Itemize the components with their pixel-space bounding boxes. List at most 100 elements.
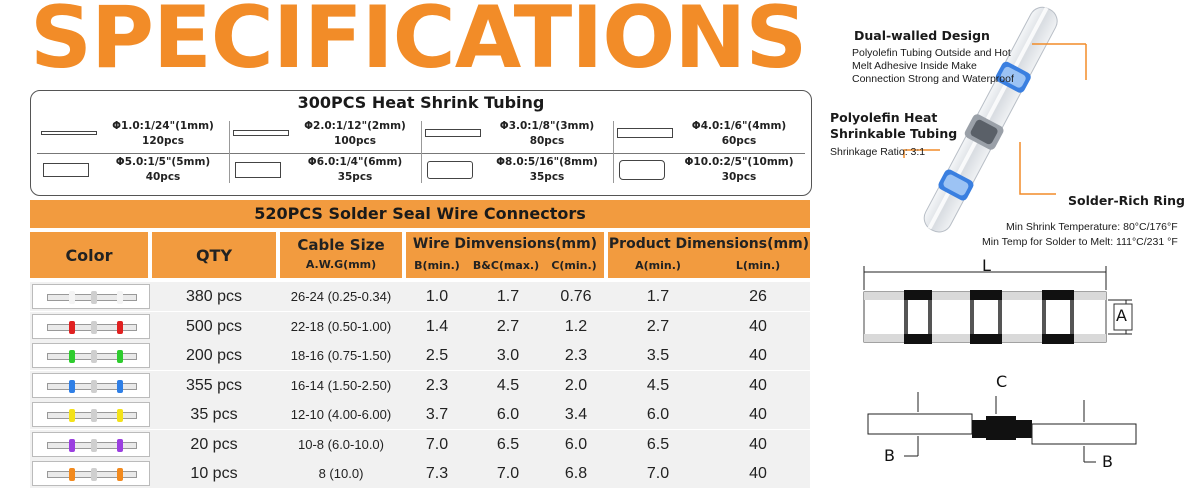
header-qty-label: QTY: [195, 246, 233, 265]
tube-sample: [43, 163, 89, 177]
cell-b: 1.4: [425, 317, 449, 335]
cell-bc: 6.5: [496, 435, 520, 453]
color-band-icon: [69, 291, 75, 304]
tubing-count: 30pcs: [721, 171, 757, 183]
tubing-item: Φ4.0:1/6"(4mm) 60pcs: [613, 117, 805, 153]
cell-c: 2.3: [564, 347, 588, 364]
tubing-count: 80pcs: [529, 135, 565, 147]
table-row: 500 pcs 22-18 (0.50-1.00) 1.4 2.7 1.2 2.7 40: [30, 311, 810, 341]
color-band-icon: [117, 409, 123, 422]
row-background: [30, 400, 810, 429]
color-band-icon: [117, 438, 123, 452]
dual-wall-desc-line: Melt Adhesive Inside Make: [852, 60, 977, 72]
tubing-size: Φ2.0:1/12"(2mm): [304, 120, 406, 132]
solder-temp: Min Temp for Solder to Melt: 111°C/231 °…: [982, 236, 1178, 248]
cell-l: 26: [749, 288, 767, 305]
polyolefin-title: Shrinkable Tubing: [830, 126, 958, 141]
cell-qty: 200 pcs: [185, 347, 243, 364]
cell-a: 1.7: [646, 288, 670, 305]
dual-wall-desc-line: Connection Strong and Waterproof: [852, 73, 1014, 85]
solder-band-icon: [91, 379, 97, 393]
row-background: [30, 370, 810, 400]
polyolefin-title: Polyolefin Heat: [830, 110, 938, 125]
connector-swatch-green: [32, 343, 150, 368]
connector-swatch-purple: [32, 431, 150, 457]
tubing-item: Φ10.0:2/5"(10mm) 30pcs: [613, 153, 805, 189]
header-wire-c: C(min.): [551, 259, 597, 272]
cell-a: 3.5: [646, 347, 670, 364]
tubing-count: 120pcs: [142, 135, 184, 147]
header-product-label: Product Dimensions(mm): [608, 236, 810, 252]
cell-bc: 2.7: [496, 317, 520, 335]
cell-bc: 1.7: [496, 288, 520, 305]
row-background: [30, 311, 810, 341]
header-wire-label: Wire Dimvensions(mm): [412, 236, 598, 252]
tubing-size: Φ8.0:5/16"(8mm): [496, 156, 598, 168]
dimension-diagram: [863, 266, 1137, 463]
cell-bc: 3.0: [496, 347, 520, 364]
color-band-icon: [117, 320, 123, 334]
page-title: SPECIFICATIONS: [30, 0, 807, 88]
cell-b: 7.0: [425, 435, 449, 453]
tube-sample: [619, 160, 665, 180]
solder-band-icon: [91, 409, 97, 422]
cell-c: 6.8: [564, 465, 588, 482]
table-row: 35 pcs 12-10 (4.00-6.00) 3.7 6.0 3.4 6.0 40: [30, 400, 810, 429]
dual-wall-title: Dual-walled Design: [854, 28, 990, 43]
cell-c: 6.0: [564, 435, 588, 453]
tube-sample: [235, 162, 281, 178]
cell-awg: 22-18 (0.50-1.00): [290, 318, 392, 334]
connector-swatch-blue: [32, 372, 150, 398]
header-product: Product Dimensions(mm) A(min.) L(min.): [608, 232, 810, 278]
cell-a: 7.0: [646, 465, 670, 482]
tubing-item: Φ1.0:1/24"(1mm) 120pcs: [37, 117, 229, 153]
connector-swatch-red: [32, 313, 150, 339]
tubing-size: Φ5.0:1/5"(5mm): [115, 156, 211, 168]
header-cable-sub: A.W.G(mm): [305, 258, 377, 271]
tubing-item: Φ8.0:5/16"(8mm) 35pcs: [421, 153, 613, 189]
cell-l: 40: [749, 376, 767, 394]
tubing-count: 60pcs: [721, 135, 757, 147]
dimension-l-label: L: [982, 256, 991, 275]
cell-bc: 4.5: [496, 376, 520, 394]
tubing-panel: 300PCS Heat Shrink Tubing Φ1.0:1/24"(1mm…: [30, 90, 812, 196]
connectors-heading: 520PCS Solder Seal Wire Connectors: [30, 200, 810, 228]
header-wire: Wire Dimvensions(mm) B(min.) B&C(max.) C…: [406, 232, 604, 278]
header-color-label: Color: [65, 246, 113, 265]
dimension-c-label: C: [996, 372, 1008, 391]
shrink-temp: Min Shrink Temperature: 80°C/176°F: [1006, 221, 1178, 233]
connector-swatch-yellow: [32, 402, 150, 427]
cell-l: 40: [749, 317, 767, 335]
cell-awg: 8 (10.0): [318, 466, 364, 481]
cell-c: 0.76: [560, 288, 592, 305]
cell-b: 7.3: [425, 465, 449, 482]
color-band-icon: [69, 438, 75, 452]
header-cable: Cable Size A.W.G(mm): [280, 232, 402, 278]
solder-ring-title: Solder-Rich Ring: [1068, 193, 1185, 208]
shrinkage-ratio: Shrinkage Ratio: 3:1: [830, 146, 926, 158]
header-cable-label: Cable Size: [297, 236, 385, 254]
tubing-size: Φ1.0:1/24"(1mm): [112, 120, 214, 132]
row-background: [30, 282, 810, 311]
table-row: 355 pcs 16-14 (1.50-2.50) 2.3 4.5 2.0 4.5 40: [30, 370, 810, 400]
tubing-count: 100pcs: [334, 135, 376, 147]
tubing-divider: [421, 121, 422, 183]
cell-l: 40: [749, 435, 767, 453]
tubing-count: 40pcs: [145, 171, 181, 183]
tubing-size: Φ6.0:1/4"(6mm): [307, 156, 403, 168]
cell-qty: 10 pcs: [190, 465, 238, 482]
cell-awg: 12-10 (4.00-6.00): [290, 407, 392, 422]
solder-band-icon: [91, 468, 97, 481]
tubing-item: Φ5.0:1/5"(5mm) 40pcs: [37, 153, 229, 189]
cell-awg: 26-24 (0.25-0.34): [290, 289, 392, 304]
cell-l: 40: [749, 465, 767, 482]
dimension-a-label: A: [1116, 306, 1127, 325]
cell-qty: 355 pcs: [185, 376, 243, 394]
solder-band-icon: [91, 291, 97, 304]
cell-c: 1.2: [564, 317, 588, 335]
cell-qty: 20 pcs: [190, 435, 238, 453]
header-wire-b: B(min.): [414, 259, 460, 272]
connector-swatch-orange: [32, 461, 150, 486]
tubing-count: 35pcs: [529, 171, 565, 183]
header-qty: QTY: [152, 232, 276, 278]
